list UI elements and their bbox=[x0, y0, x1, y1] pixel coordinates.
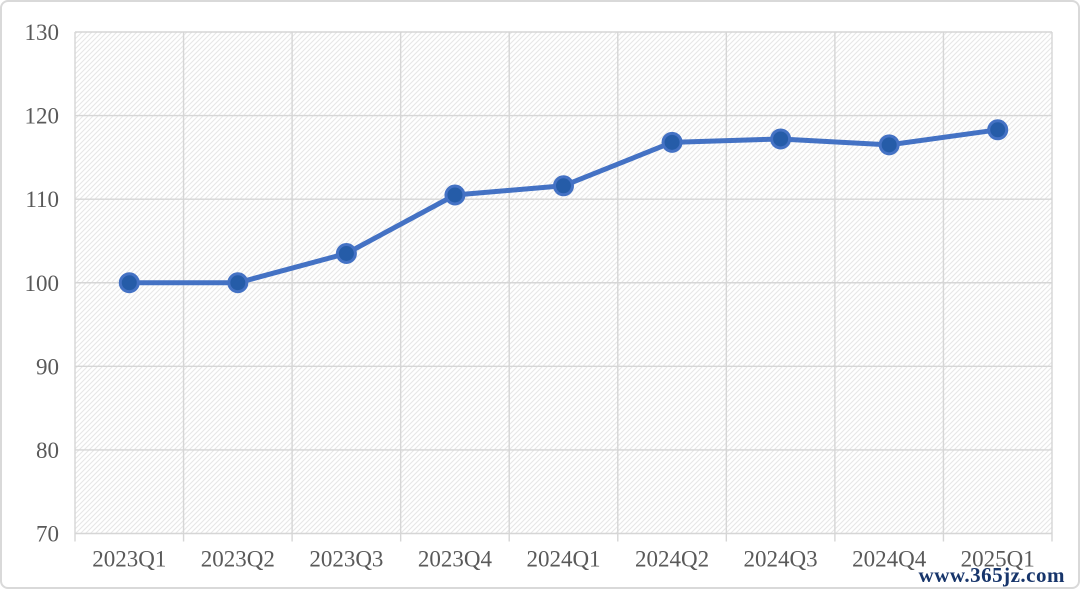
y-tick-label: 90 bbox=[36, 354, 59, 379]
x-tick-label: 2025Q1 bbox=[961, 547, 1035, 572]
x-tick-label: 2024Q4 bbox=[852, 547, 927, 572]
data-point-marker bbox=[770, 128, 792, 150]
y-tick-label: 120 bbox=[25, 104, 60, 129]
x-tick-label: 2023Q2 bbox=[201, 547, 275, 572]
x-tick-label: 2024Q3 bbox=[744, 547, 818, 572]
data-point-marker bbox=[878, 134, 900, 156]
y-tick-label: 130 bbox=[25, 20, 60, 45]
x-tick-label: 2023Q3 bbox=[309, 547, 383, 572]
data-point-marker bbox=[987, 119, 1009, 141]
x-tick-label: 2023Q1 bbox=[92, 547, 166, 572]
data-point-marker bbox=[335, 242, 357, 264]
x-tick-label: 2024Q1 bbox=[526, 547, 600, 572]
y-tick-label: 100 bbox=[25, 271, 60, 296]
y-tick-label: 70 bbox=[36, 522, 59, 547]
x-tick-label: 2023Q4 bbox=[418, 547, 493, 572]
watermark-text: www.365jz.com bbox=[918, 563, 1065, 587]
data-point-marker bbox=[553, 175, 574, 197]
data-point-marker bbox=[118, 272, 140, 294]
data-point-marker bbox=[227, 272, 249, 294]
x-tick-label: 2024Q2 bbox=[635, 547, 709, 572]
data-point-marker bbox=[444, 184, 466, 206]
y-tick-label: 80 bbox=[36, 438, 59, 463]
y-tick-label: 110 bbox=[25, 187, 59, 212]
data-point-marker bbox=[661, 131, 683, 153]
